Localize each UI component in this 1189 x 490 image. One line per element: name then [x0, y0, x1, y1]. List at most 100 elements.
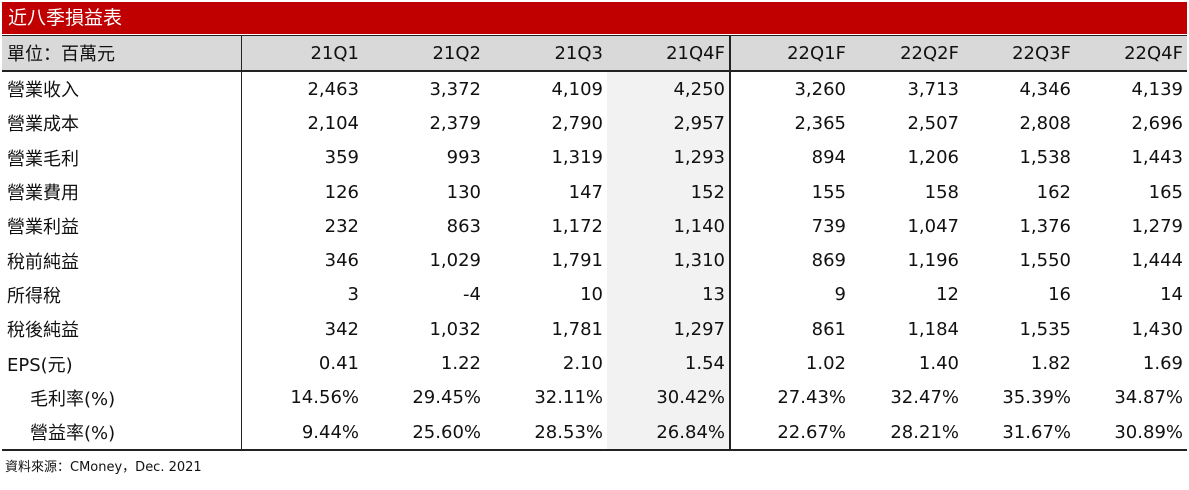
table-cell: 0.41: [318, 353, 359, 375]
table-row-opex: 營業費用 126 130 147 152 155 158 162 165: [2, 174, 1187, 210]
table-cell: 1,032: [429, 318, 481, 340]
table-cell: 1,293: [607, 140, 731, 175]
table-cell: 1.54: [607, 346, 731, 381]
table-row-operating-income: 營業利益 232 863 1,172 1,140 739 1,047 1,376 1,279: [2, 209, 1187, 244]
table-row-net-income: 稅後純益 342 1,032 1,781 1,297 861 1,184 1,535 1,430: [2, 312, 1187, 347]
table-row-gross-profit: 營業毛利 359 993 1,319 1,293 894 1,206 1,538 1,443: [2, 140, 1187, 175]
table-cell: 22.67%: [730, 414, 850, 452]
table-cell: 1,310: [607, 243, 731, 278]
table-cell: 1.02: [805, 353, 846, 375]
table-cell: 158: [924, 181, 959, 203]
unit-label: 單位：百萬元: [2, 35, 242, 72]
table-cell: 1,279: [1131, 215, 1183, 237]
table-cell: 29.45%: [412, 387, 481, 409]
table-cell: 9.44%: [241, 414, 363, 452]
table-cell: 3,260: [794, 78, 846, 100]
table-cell: 28.53%: [485, 414, 607, 452]
table-cell: 1,297: [607, 312, 731, 347]
table-cell: 4,250: [607, 71, 731, 107]
table-cell: 1,140: [607, 209, 731, 244]
table-cell: 1.69: [1142, 353, 1183, 375]
row-label: EPS(元): [2, 346, 242, 381]
table-cell: 2,957: [607, 106, 731, 141]
column-header-22q1f: 22Q1F: [730, 35, 850, 72]
table-cell: 2.10: [562, 353, 603, 375]
table-cell: 155: [811, 181, 846, 203]
table-cell: 1,376: [1019, 215, 1071, 237]
table-cell: 1,791: [551, 250, 603, 272]
table-cell: 861: [811, 318, 846, 340]
table-cell: 342: [324, 318, 359, 340]
table-cell: 35.39%: [1002, 387, 1071, 409]
source-note: 資料來源：CMoney，Dec. 2021: [5, 460, 202, 475]
table-cell: 14: [1160, 284, 1183, 306]
column-header-22q3f: 22Q3F: [963, 35, 1075, 72]
income-statement-table: 單位：百萬元 21Q1 21Q2 21Q3 21Q4F 22Q1F 22Q2F …: [2, 35, 1187, 452]
table-cell: 2,507: [907, 112, 959, 134]
table-row-eps: EPS(元) 0.41 1.22 2.10 1.54 1.02 1.40 1.82 1.69: [2, 346, 1187, 381]
table-cell: 1,319: [551, 147, 603, 169]
table-cell: 1,430: [1131, 318, 1183, 340]
header-row: 單位：百萬元 21Q1 21Q2 21Q3 21Q4F 22Q1F 22Q2F …: [2, 35, 1187, 72]
table-cell: 126: [324, 181, 359, 203]
table-cell: 152: [607, 174, 731, 210]
table-cell: 9: [834, 284, 846, 306]
table-cell: 32.47%: [890, 387, 959, 409]
table-row-revenue: 營業收入 2,463 3,372 4,109 4,250 3,260 3,713 4,346 4…: [2, 71, 1187, 107]
table-cell: 2,463: [307, 78, 359, 100]
table-cell: 2,696: [1131, 112, 1183, 134]
column-header-21q2: 21Q2: [363, 35, 485, 72]
column-header-22q4f: 22Q4F: [1075, 35, 1187, 72]
table-cell: 4,346: [1019, 78, 1071, 100]
table-cell: 10: [580, 284, 603, 306]
table-cell: 147: [568, 181, 603, 203]
table-cell: 1,184: [907, 318, 959, 340]
table-cell: 2,790: [551, 112, 603, 134]
row-label: 營益率(%): [2, 414, 242, 452]
table-row-operating-margin: 營益率(%) 9.44% 25.60% 28.53% 26.84% 22.67% 28.21…: [2, 414, 1187, 452]
table-cell: 894: [811, 147, 846, 169]
table-cell: 31.67%: [963, 414, 1075, 452]
table-cell: 26.84%: [607, 414, 731, 452]
table-cell: 16: [1048, 284, 1071, 306]
table-cell: 28.21%: [850, 414, 963, 452]
table-cell: 32.11%: [534, 387, 603, 409]
table-cell: 863: [446, 215, 481, 237]
table-cell: 1,535: [1019, 318, 1071, 340]
row-label: 稅前純益: [2, 243, 242, 278]
table-cell: 993: [446, 147, 481, 169]
table-cell: 3: [347, 284, 359, 306]
table-cell: 3,713: [907, 78, 959, 100]
table-cell: 30.89%: [1075, 414, 1187, 452]
table-cell: 1,172: [551, 215, 603, 237]
table-cell: 25.60%: [363, 414, 485, 452]
table-cell: 1,443: [1131, 147, 1183, 169]
table-cell: 739: [811, 215, 846, 237]
table-cell: 1,550: [1019, 250, 1071, 272]
table-cell: 1,781: [551, 318, 603, 340]
table-cell: 34.87%: [1114, 387, 1183, 409]
table-cell: 2,104: [307, 112, 359, 134]
column-header-22q2f: 22Q2F: [850, 35, 963, 72]
table-cell: 1,029: [429, 250, 481, 272]
table-cell: 869: [811, 250, 846, 272]
table-cell: 130: [446, 181, 481, 203]
table-cell: 162: [1036, 181, 1071, 203]
table-cell: 1,206: [907, 147, 959, 169]
table-cell: 359: [324, 147, 359, 169]
row-label: 所得稅: [2, 277, 242, 313]
table-cell: 13: [607, 277, 731, 313]
table-row-gross-margin: 毛利率(%) 14.56% 29.45% 32.11% 30.42% 27.43% 32.4…: [2, 380, 1187, 415]
table-cell: 2,808: [1019, 112, 1071, 134]
table-cell: 165: [1148, 181, 1183, 203]
table-cell: 14.56%: [290, 387, 359, 409]
table-cell: 2,365: [794, 112, 846, 134]
row-label: 營業毛利: [2, 140, 242, 175]
table-cell: 2,379: [429, 112, 481, 134]
table-cell: 232: [324, 215, 359, 237]
column-header-21q4f: 21Q4F: [607, 35, 731, 72]
table-row-income-tax: 所得稅 3 -4 10 13 9 12 16 14: [2, 277, 1187, 313]
row-label: 營業費用: [2, 174, 242, 210]
table-row-cost: 營業成本 2,104 2,379 2,790 2,957 2,365 2,507 2,808 2…: [2, 106, 1187, 141]
table-cell: 4,139: [1131, 78, 1183, 100]
